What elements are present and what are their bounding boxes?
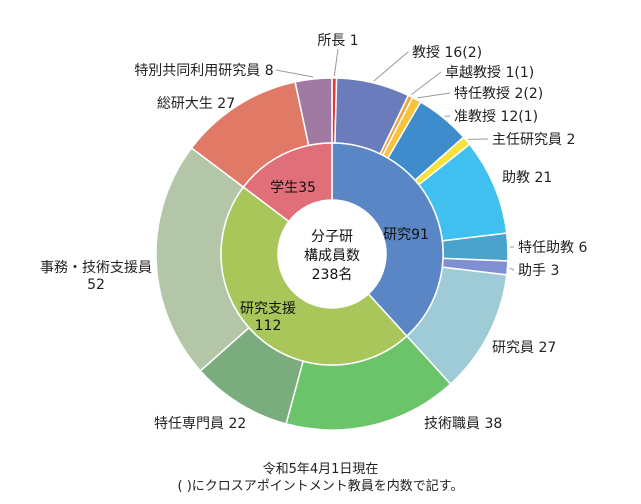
inner-slice xyxy=(331,142,444,338)
footer-note: ( )にクロスアポイントメント教員を内数で記す。 xyxy=(177,479,464,494)
inner-slice xyxy=(220,186,408,366)
outer-label: 准教授 12(1) xyxy=(454,109,538,125)
center-line-3: 238名 xyxy=(312,267,353,283)
leader-lines xyxy=(275,48,515,271)
outer-label: 特任専門員 22 xyxy=(154,416,246,432)
leader-line xyxy=(411,71,442,96)
inner-label-value: 112 xyxy=(255,318,282,334)
outer-label: 特別共同利用研究員 8 xyxy=(134,63,273,79)
inner-label: 学生35 xyxy=(270,180,316,196)
outer-ring xyxy=(155,77,509,431)
center-label: 分子研 構成員数 238名 xyxy=(304,229,360,283)
inner-label: 研究支援 xyxy=(240,301,296,317)
inner-label: 研究91 xyxy=(383,227,429,243)
outer-label: 研究員 27 xyxy=(492,340,556,356)
center-line-1: 分子研 xyxy=(311,229,353,245)
outer-label: 事務・技術支援員 xyxy=(40,260,152,276)
outer-label: 教授 16(2) xyxy=(412,45,482,61)
center-line-2: 構成員数 xyxy=(304,248,360,264)
outer-label: 主任研究員 2 xyxy=(492,132,575,148)
leader-line xyxy=(509,267,515,271)
outer-label: 助手 3 xyxy=(518,263,559,279)
outer-label: 総研大生 27 xyxy=(157,96,235,112)
outer-label: 卓越教授 1(1) xyxy=(445,65,534,81)
leader-line xyxy=(417,92,451,99)
inner-slice xyxy=(242,142,333,223)
inner-ring xyxy=(220,142,444,366)
footer-date: 令和5年4月1日現在 xyxy=(262,462,379,477)
outer-label: 所長 1 xyxy=(317,33,358,49)
outer-label: 特任教授 2(2) xyxy=(454,86,543,102)
outer-labels: 所長 1 教授 16(2) 卓越教授 1(1) 特任教授 2(2) 准教授 12(1) 主… xyxy=(40,33,587,432)
outer-label-value: 52 xyxy=(87,277,105,293)
outer-label: 技術職員 38 xyxy=(424,416,502,432)
leader-line xyxy=(275,69,314,78)
leader-line xyxy=(333,48,339,77)
outer-label: 特任助教 6 xyxy=(518,240,587,256)
outer-label: 助教 21 xyxy=(502,170,552,186)
leader-line xyxy=(373,51,409,82)
